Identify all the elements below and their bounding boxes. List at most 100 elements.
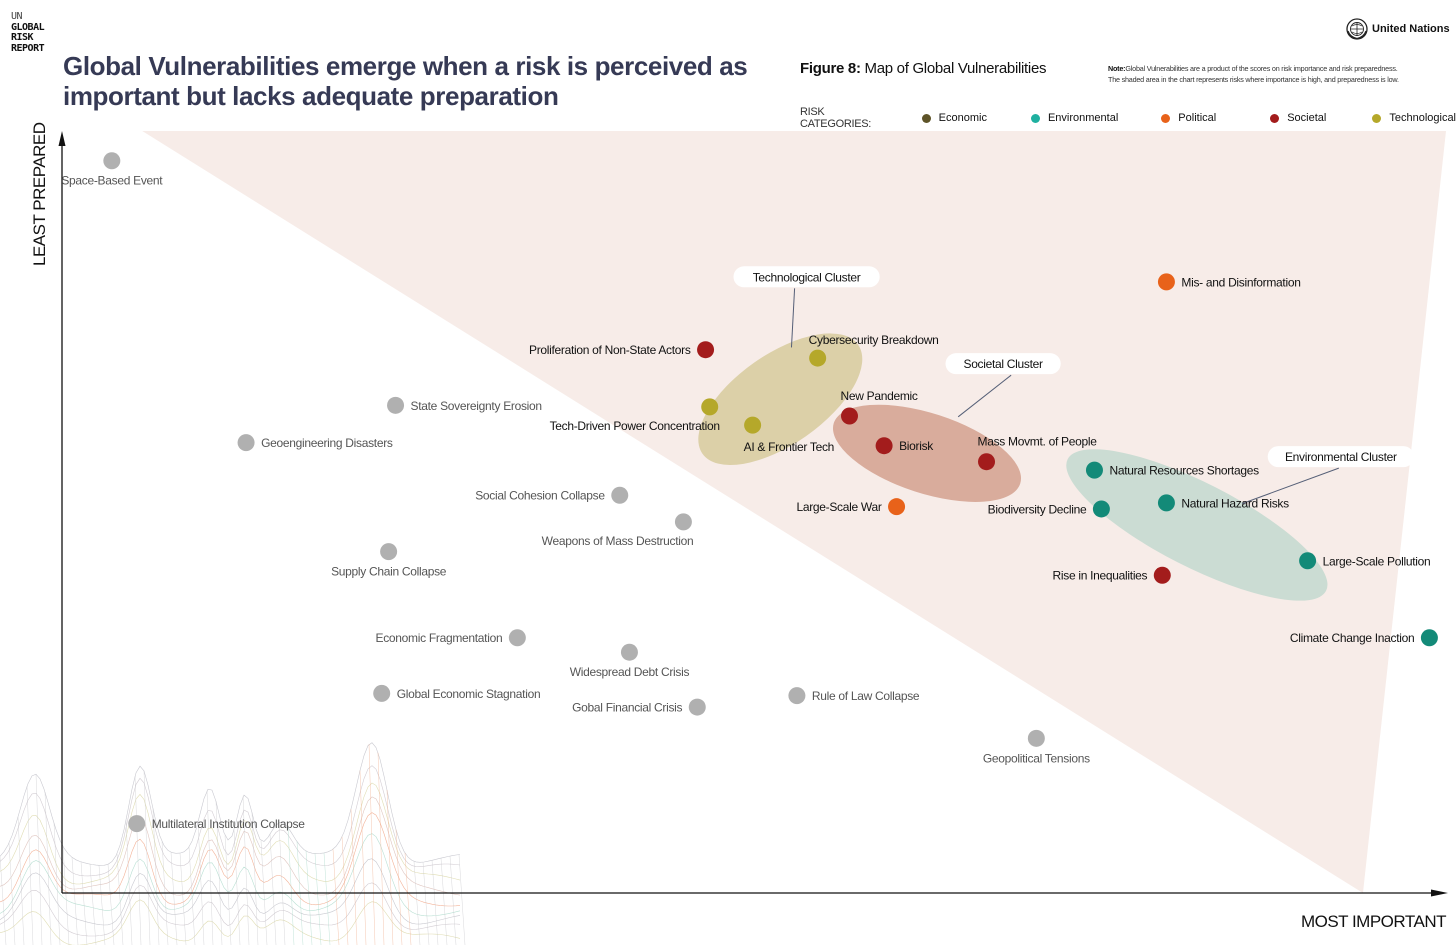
risk-label: Weapons of Mass Destruction: [542, 534, 694, 548]
risk-point-global-economic-stagnation[interactable]: Global Economic Stagnation: [373, 684, 541, 702]
risk-label: Tech-Driven Power Concentration: [550, 419, 720, 433]
figure-note: Note:Global Vulnerabilities are a produc…: [1108, 63, 1453, 85]
risk-point-cybersecurity-breakdown[interactable]: Cybersecurity Breakdown: [809, 333, 939, 367]
cluster-ellipse-societal: [832, 404, 1022, 502]
risk-label: Geopolitical Tensions: [983, 751, 1090, 765]
risk-point-rule-of-law-collapse[interactable]: Rule of Law Collapse: [788, 687, 920, 705]
risk-label: Large-Scale Pollution: [1323, 554, 1431, 568]
risk-point-supply-chain-collapse[interactable]: Supply Chain Collapse: [331, 543, 447, 579]
risk-marker[interactable]: [701, 398, 719, 416]
risk-marker[interactable]: [840, 407, 858, 425]
risk-label: Climate Change Inaction: [1290, 631, 1415, 645]
cluster-label-societal: Societal Cluster: [945, 353, 1061, 375]
risk-point-large-scale-war[interactable]: Large-Scale War: [796, 498, 906, 516]
un-emblem-icon: [1346, 18, 1368, 40]
risk-marker[interactable]: [128, 815, 146, 833]
risk-point-gobal-financial-crisis[interactable]: Gobal Financial Crisis: [572, 698, 706, 716]
risk-point-tech-driven-power-concentration[interactable]: Tech-Driven Power Concentration: [550, 398, 720, 433]
risk-marker[interactable]: [1085, 461, 1103, 479]
cluster-label-bg: [945, 353, 1061, 375]
risk-marker[interactable]: [620, 643, 638, 661]
legend-label-societal: Societal: [1287, 112, 1327, 124]
risk-point-new-pandemic[interactable]: New Pandemic: [840, 389, 918, 425]
x-axis-arrow: [1431, 889, 1448, 897]
cluster-leader-line-societal: [957, 374, 1012, 418]
risk-marker[interactable]: [508, 629, 526, 647]
legend-dot-technological: [1372, 113, 1382, 123]
risk-point-geopolitical-tensions[interactable]: Geopolitical Tensions: [983, 729, 1090, 766]
risk-point-space-based-event[interactable]: Space-Based Event: [61, 152, 164, 188]
risk-marker[interactable]: [809, 349, 827, 367]
risk-label: Biodiversity Decline: [988, 502, 1087, 516]
risk-label: Economic Fragmentation: [376, 631, 503, 645]
risk-label: Gobal Financial Crisis: [572, 701, 682, 715]
brand-line-global: GLOBAL: [11, 21, 45, 33]
risk-marker[interactable]: [1092, 500, 1110, 518]
risk-point-rise-in-inequalities[interactable]: Rise in Inequalities: [1053, 566, 1171, 584]
risk-point-multilateral-institution-collapse[interactable]: Multilateral Institution Collapse: [128, 815, 306, 833]
risk-point-weapons-of-mass-destruction[interactable]: Weapons of Mass Destruction: [542, 513, 694, 548]
risk-marker[interactable]: [744, 416, 762, 434]
risk-marker[interactable]: [373, 684, 391, 702]
risk-label: Mis- and Disinformation: [1181, 275, 1300, 289]
risk-label: New Pandemic: [840, 389, 917, 403]
risk-label: Widespread Debt Crisis: [570, 665, 690, 679]
risk-point-proliferation-of-non-state-actors[interactable]: Proliferation of Non-State Actors: [529, 341, 715, 359]
risk-point-natural-hazard-risks[interactable]: Natural Hazard Risks: [1157, 494, 1289, 512]
risk-point-large-scale-pollution[interactable]: Large-Scale Pollution: [1299, 552, 1431, 570]
risk-marker[interactable]: [1157, 494, 1175, 512]
figure-title: Figure 8: Map of Global Vulnerabilities: [800, 60, 1047, 77]
risk-marker[interactable]: [788, 687, 806, 705]
risk-marker[interactable]: [1153, 566, 1171, 584]
risk-marker[interactable]: [1157, 273, 1175, 291]
risk-label: Large-Scale War: [796, 500, 881, 514]
cluster-leader-line-environmental: [1241, 467, 1339, 505]
cluster-label-text: Environmental Cluster: [1285, 450, 1397, 464]
risk-marker[interactable]: [237, 434, 255, 452]
risk-point-natural-resources-shortages[interactable]: Natural Resources Shortages: [1085, 461, 1259, 479]
risk-label: Multilateral Institution Collapse: [152, 817, 305, 831]
risk-marker[interactable]: [387, 396, 405, 414]
legend-item-technological: Technological: [1372, 112, 1456, 124]
cluster-label-technological: Technological Cluster: [733, 266, 880, 288]
cluster-label-bg: [733, 266, 880, 288]
risk-point-widespread-debt-crisis[interactable]: Widespread Debt Crisis: [570, 643, 690, 680]
legend-label-technological: Technological: [1389, 112, 1456, 124]
risk-marker[interactable]: [688, 698, 706, 716]
wireframe-landscape-decoration: [0, 742, 466, 945]
risk-point-mass-movmt-of-people[interactable]: Mass Movmt. of People: [978, 435, 1098, 471]
risk-point-ai-frontier-tech[interactable]: AI & Frontier Tech: [744, 416, 834, 455]
cluster-label-environmental: Environmental Cluster: [1267, 446, 1414, 468]
risk-marker[interactable]: [888, 498, 906, 516]
risk-point-state-sovereignty-erosion[interactable]: State Sovereignty Erosion: [387, 396, 542, 414]
risk-marker[interactable]: [674, 513, 692, 531]
risk-point-biorisk[interactable]: Biorisk: [875, 437, 935, 455]
risk-marker[interactable]: [380, 543, 398, 561]
risk-marker[interactable]: [103, 152, 121, 170]
risk-point-climate-change-inaction[interactable]: Climate Change Inaction: [1290, 629, 1438, 647]
risk-marker[interactable]: [875, 437, 893, 455]
risk-marker[interactable]: [1420, 629, 1438, 647]
risk-marker[interactable]: [978, 453, 996, 471]
risk-marker[interactable]: [1027, 729, 1045, 747]
x-axis-title: MOST IMPORTANT: [1301, 912, 1446, 931]
risk-label: Natural Hazard Risks: [1181, 496, 1289, 510]
risk-label: Rise in Inequalities: [1053, 569, 1148, 583]
risk-label: Geoengineering Disasters: [261, 436, 393, 450]
risk-point-biodiversity-decline[interactable]: Biodiversity Decline: [988, 500, 1110, 518]
cluster-label-bg: [1267, 446, 1414, 468]
risk-label: Global Economic Stagnation: [397, 687, 541, 701]
legend-item-economic: Economic: [921, 112, 987, 124]
risk-point-mis-and-disinformation[interactable]: Mis- and Disinformation: [1157, 273, 1301, 291]
cluster-leader-line-technological: [790, 288, 796, 348]
risk-marker[interactable]: [1299, 552, 1317, 570]
note-line-1: Global Vulnerabilities are a product of …: [1125, 64, 1398, 73]
risk-marker[interactable]: [611, 486, 629, 504]
risk-point-economic-fragmentation[interactable]: Economic Fragmentation: [376, 629, 526, 647]
legend-dot-economic: [921, 113, 931, 123]
shaded-vulnerability-region: [142, 131, 1447, 893]
figure-name: Map of Global Vulnerabilities: [864, 60, 1047, 77]
risk-point-geoengineering-disasters[interactable]: Geoengineering Disasters: [237, 434, 393, 452]
risk-marker[interactable]: [697, 341, 715, 359]
risk-point-social-cohesion-collapse[interactable]: Social Cohesion Collapse: [475, 486, 629, 504]
